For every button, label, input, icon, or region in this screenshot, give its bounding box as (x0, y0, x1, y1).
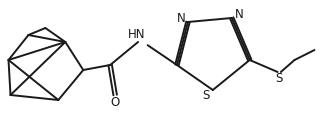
Text: HN: HN (128, 28, 145, 42)
Text: S: S (202, 89, 210, 102)
Text: N: N (234, 8, 243, 21)
Text: S: S (276, 72, 283, 85)
Text: O: O (110, 95, 120, 109)
Text: N: N (177, 12, 185, 25)
